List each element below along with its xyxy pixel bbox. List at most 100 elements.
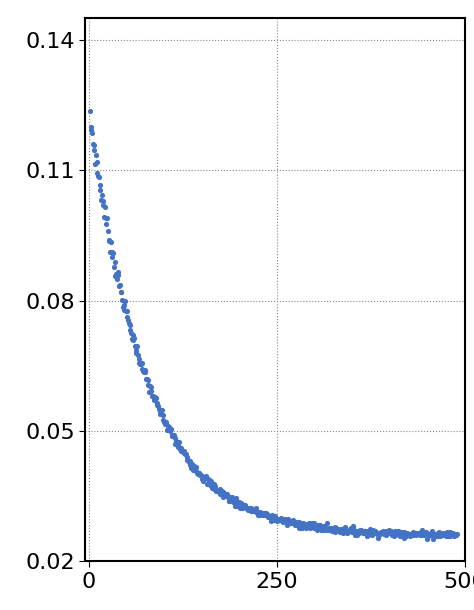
Point (224, 492, 232, 502)
Point (366, 524, 374, 534)
Point (157, 409, 165, 419)
Point (104, 226, 112, 236)
Point (374, 529, 381, 539)
Point (235, 497, 242, 506)
Point (447, 528, 454, 537)
Point (197, 470, 205, 480)
Point (166, 426, 174, 436)
Point (408, 529, 416, 539)
Point (308, 520, 315, 529)
Point (314, 522, 321, 531)
Point (283, 520, 291, 529)
Point (261, 510, 269, 520)
Point (125, 318, 133, 328)
Point (338, 524, 346, 534)
Point (290, 515, 297, 525)
Point (135, 354, 142, 364)
Point (147, 382, 155, 392)
Point (100, 200, 107, 210)
Point (165, 422, 173, 431)
Point (219, 487, 227, 497)
Point (362, 526, 369, 536)
Point (386, 528, 394, 538)
Point (344, 528, 352, 537)
Point (173, 438, 181, 448)
Point (121, 296, 129, 306)
Point (271, 511, 278, 520)
Point (392, 527, 400, 537)
Point (109, 252, 116, 262)
Point (119, 302, 127, 312)
Point (233, 501, 241, 511)
Point (200, 473, 208, 483)
Point (94, 171, 102, 181)
Point (205, 475, 212, 484)
Point (241, 501, 248, 511)
Point (176, 444, 184, 454)
Point (388, 531, 395, 540)
Point (273, 517, 281, 526)
Point (413, 530, 420, 540)
Point (335, 526, 343, 536)
Point (133, 342, 141, 351)
Point (155, 404, 163, 414)
Point (376, 528, 383, 537)
Point (109, 248, 117, 258)
Point (202, 471, 210, 481)
Point (201, 472, 209, 481)
Point (293, 520, 301, 529)
Point (138, 364, 146, 374)
Point (203, 479, 211, 489)
Point (306, 523, 314, 533)
Point (409, 530, 417, 540)
Point (292, 517, 300, 526)
Point (337, 528, 345, 537)
Point (340, 525, 347, 535)
Point (129, 335, 137, 345)
Point (341, 522, 349, 532)
Point (400, 528, 408, 537)
Point (432, 530, 440, 540)
Point (159, 410, 166, 420)
Point (216, 484, 224, 494)
Point (209, 480, 217, 490)
Point (268, 512, 276, 522)
Point (137, 359, 144, 369)
Point (267, 515, 274, 525)
Point (304, 521, 312, 531)
Point (93, 168, 101, 178)
Point (326, 523, 334, 533)
Point (237, 498, 245, 508)
Point (179, 448, 187, 458)
Point (188, 459, 196, 469)
Point (148, 392, 156, 401)
Point (281, 515, 288, 525)
Point (102, 220, 110, 229)
Point (228, 492, 236, 502)
Point (117, 287, 124, 296)
Point (259, 511, 267, 520)
Point (337, 524, 345, 534)
Point (303, 519, 310, 529)
Point (415, 528, 422, 538)
Point (357, 525, 365, 534)
Point (416, 529, 423, 539)
Point (164, 422, 172, 431)
Point (440, 529, 447, 539)
Point (156, 409, 164, 419)
Point (299, 520, 306, 530)
Point (168, 431, 175, 440)
Point (177, 446, 184, 456)
Point (207, 478, 215, 488)
Point (301, 522, 309, 532)
Point (435, 528, 443, 537)
Point (380, 526, 387, 536)
Point (217, 489, 224, 499)
Point (182, 450, 189, 459)
Point (191, 464, 199, 474)
Point (427, 530, 435, 540)
Point (97, 185, 104, 195)
Point (170, 431, 178, 440)
Point (200, 476, 207, 486)
Point (97, 195, 105, 204)
